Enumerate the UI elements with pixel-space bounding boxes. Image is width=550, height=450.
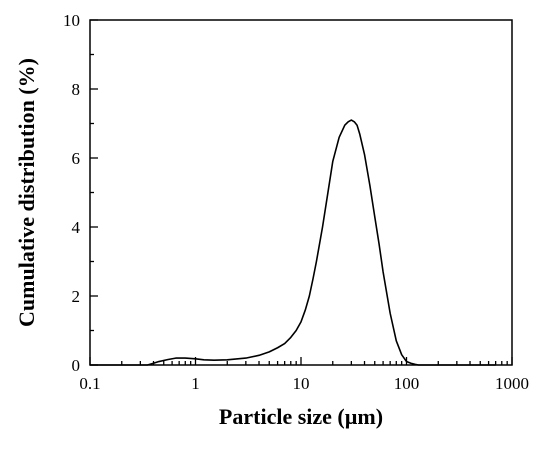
tick-labels-group: 0.1 1 10 100 1000 0 2 4 6 8 10 [63,11,529,393]
x-tick-label: 100 [394,374,420,393]
ticks-group [89,19,513,366]
x-tick-label: 0.1 [79,374,100,393]
series-line [90,119,496,366]
y-tick-label: 0 [72,356,81,375]
y-tick-label: 8 [72,80,81,99]
plot-frame [89,19,513,366]
x-tick-label: 1000 [495,374,529,393]
x-tick-label: 10 [293,374,310,393]
y-tick-label: 10 [63,11,80,30]
y-tick-label: 4 [72,218,81,237]
x-tick-label: 1 [191,374,200,393]
x-axis-label: Particle size (µm) [219,404,383,429]
y-tick-label: 6 [72,149,81,168]
y-axis-label: Cumulative distribution (%) [14,58,39,327]
y-tick-label: 2 [72,287,81,306]
